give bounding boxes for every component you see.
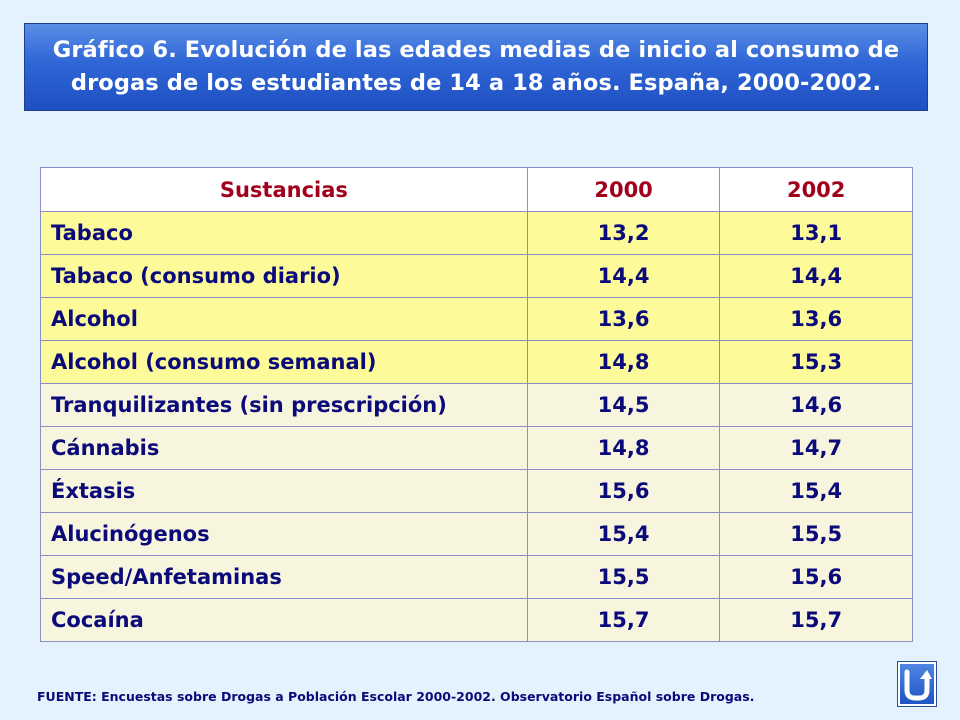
row-label: Alucinógenos xyxy=(40,512,528,556)
value-2002: 14,4 xyxy=(719,254,913,298)
return-button[interactable] xyxy=(897,661,937,707)
value-2002: 15,5 xyxy=(719,512,913,556)
value-2002: 13,6 xyxy=(719,297,913,341)
title-line-2: drogas de los estudiantes de 14 a 18 año… xyxy=(70,70,882,96)
row-label: Alcohol xyxy=(40,297,528,341)
value-2000: 14,8 xyxy=(526,426,721,470)
value-2002: 15,6 xyxy=(719,555,913,599)
table-row: Speed/Anfetaminas 15,5 15,6 xyxy=(40,555,913,599)
value-2000: 15,5 xyxy=(526,555,721,599)
table-row: Alcohol 13,6 13,6 xyxy=(40,297,913,341)
title-line-1: Gráfico 6. Evolución de las edades media… xyxy=(52,37,900,63)
table-header-row: Sustancias 2000 2002 xyxy=(40,167,913,212)
value-2002: 15,4 xyxy=(719,469,913,513)
source-footnote: FUENTE: Encuestas sobre Drogas a Poblaci… xyxy=(37,689,755,704)
value-2000: 15,7 xyxy=(526,598,721,642)
value-2000: 15,6 xyxy=(526,469,721,513)
table-row: Cánnabis 14,8 14,7 xyxy=(40,426,913,470)
table-row: Cocaína 15,7 15,7 xyxy=(40,598,913,642)
value-2002: 15,3 xyxy=(719,340,913,384)
value-2002: 13,1 xyxy=(719,211,913,255)
row-label: Éxtasis xyxy=(40,469,528,513)
table-row: Tranquilizantes (sin prescripción) 14,5 … xyxy=(40,383,913,427)
value-2000: 14,5 xyxy=(526,383,721,427)
row-label: Cánnabis xyxy=(40,426,528,470)
return-arrow-icon xyxy=(904,669,932,701)
chart-title-banner: Gráfico 6. Evolución de las edades media… xyxy=(24,23,928,111)
row-label: Alcohol (consumo semanal) xyxy=(40,340,528,384)
value-2000: 14,8 xyxy=(526,340,721,384)
column-header-sustancias: Sustancias xyxy=(40,167,528,212)
value-2002: 14,6 xyxy=(719,383,913,427)
value-2000: 13,2 xyxy=(526,211,721,255)
value-2000: 15,4 xyxy=(526,512,721,556)
table-row: Alucinógenos 15,4 15,5 xyxy=(40,512,913,556)
table-row: Éxtasis 15,6 15,4 xyxy=(40,469,913,513)
row-label: Cocaína xyxy=(40,598,528,642)
data-table: Sustancias 2000 2002 Tabaco 13,2 13,1 Ta… xyxy=(40,167,913,642)
value-2000: 14,4 xyxy=(526,254,721,298)
row-label: Speed/Anfetaminas xyxy=(40,555,528,599)
value-2000: 13,6 xyxy=(526,297,721,341)
column-header-2002: 2002 xyxy=(719,167,913,212)
table-row: Alcohol (consumo semanal) 14,8 15,3 xyxy=(40,340,913,384)
table-row: Tabaco (consumo diario) 14,4 14,4 xyxy=(40,254,913,298)
value-2002: 14,7 xyxy=(719,426,913,470)
table-row: Tabaco 13,2 13,1 xyxy=(40,211,913,255)
row-label: Tabaco (consumo diario) xyxy=(40,254,528,298)
row-label: Tabaco xyxy=(40,211,528,255)
column-header-2000: 2000 xyxy=(526,167,721,212)
row-label: Tranquilizantes (sin prescripción) xyxy=(40,383,528,427)
value-2002: 15,7 xyxy=(719,598,913,642)
